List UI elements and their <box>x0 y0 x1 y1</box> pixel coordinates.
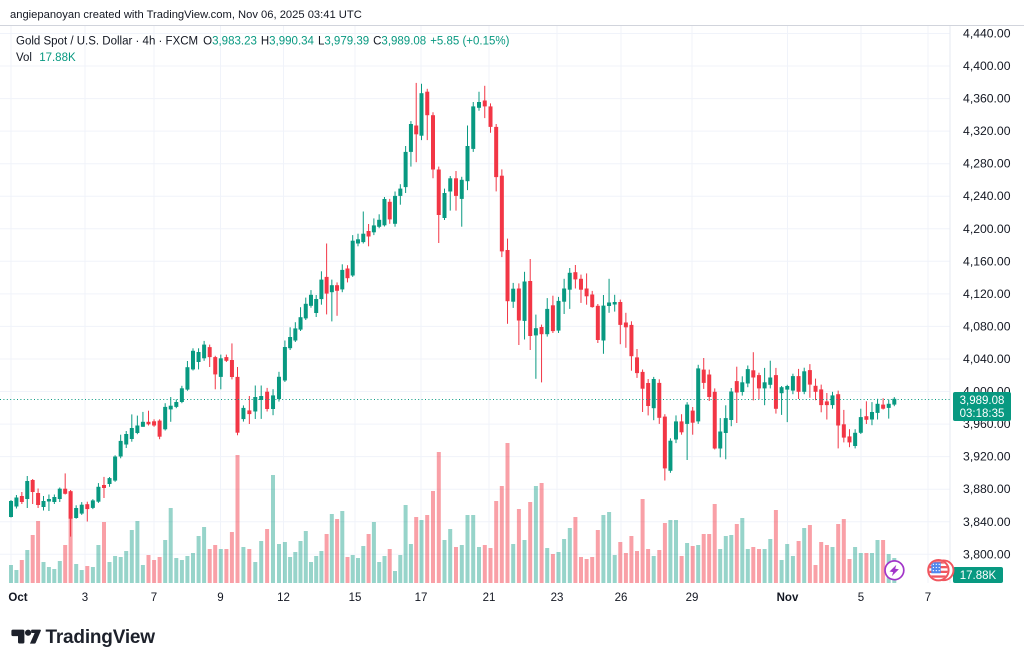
svg-text:12: 12 <box>277 592 290 604</box>
svg-text:4,160.00: 4,160.00 <box>963 254 1011 268</box>
svg-text:4,320.00: 4,320.00 <box>963 124 1011 138</box>
svg-text:3,989.08: 3,989.08 <box>960 395 1005 407</box>
svg-text:3,920.00: 3,920.00 <box>963 450 1011 464</box>
svg-text:7: 7 <box>925 592 931 604</box>
svg-text:4,080.00: 4,080.00 <box>963 319 1011 333</box>
svg-text:17: 17 <box>415 592 428 604</box>
svg-text:3,880.00: 3,880.00 <box>963 482 1011 496</box>
svg-text:03:18:35: 03:18:35 <box>960 408 1005 420</box>
svg-text:TradingView: TradingView <box>46 627 156 648</box>
svg-text:29: 29 <box>686 592 699 604</box>
svg-text:4,240.00: 4,240.00 <box>963 189 1011 203</box>
svg-text:4,280.00: 4,280.00 <box>963 157 1011 171</box>
svg-text:7: 7 <box>151 592 157 604</box>
svg-text:3: 3 <box>82 592 88 604</box>
svg-text:5: 5 <box>858 592 864 604</box>
svg-text:Gold Spot / U.S. Dollar · 4h ·: Gold Spot / U.S. Dollar · 4h · FXCM O3,98… <box>16 36 510 48</box>
svg-text:Nov: Nov <box>777 592 799 604</box>
svg-text:Vol 17.88K: Vol 17.88K <box>16 52 76 64</box>
svg-text:23: 23 <box>551 592 564 604</box>
svg-text:3,800.00: 3,800.00 <box>963 547 1011 561</box>
svg-text:9: 9 <box>217 592 223 604</box>
svg-text:15: 15 <box>349 592 362 604</box>
svg-text:4,120.00: 4,120.00 <box>963 287 1011 301</box>
svg-text:4,040.00: 4,040.00 <box>963 352 1011 366</box>
svg-text:4,400.00: 4,400.00 <box>963 59 1011 73</box>
svg-text:4,200.00: 4,200.00 <box>963 222 1011 236</box>
svg-text:angiepanoyan created with Trad: angiepanoyan created with TradingView.co… <box>10 9 362 21</box>
svg-text:17.88K: 17.88K <box>960 570 997 582</box>
svg-text:26: 26 <box>615 592 628 604</box>
svg-text:3,840.00: 3,840.00 <box>963 515 1011 529</box>
svg-text:Oct: Oct <box>8 592 27 604</box>
svg-text:4,360.00: 4,360.00 <box>963 92 1011 106</box>
svg-text:21: 21 <box>483 592 496 604</box>
svg-text:4,440.00: 4,440.00 <box>963 27 1011 41</box>
